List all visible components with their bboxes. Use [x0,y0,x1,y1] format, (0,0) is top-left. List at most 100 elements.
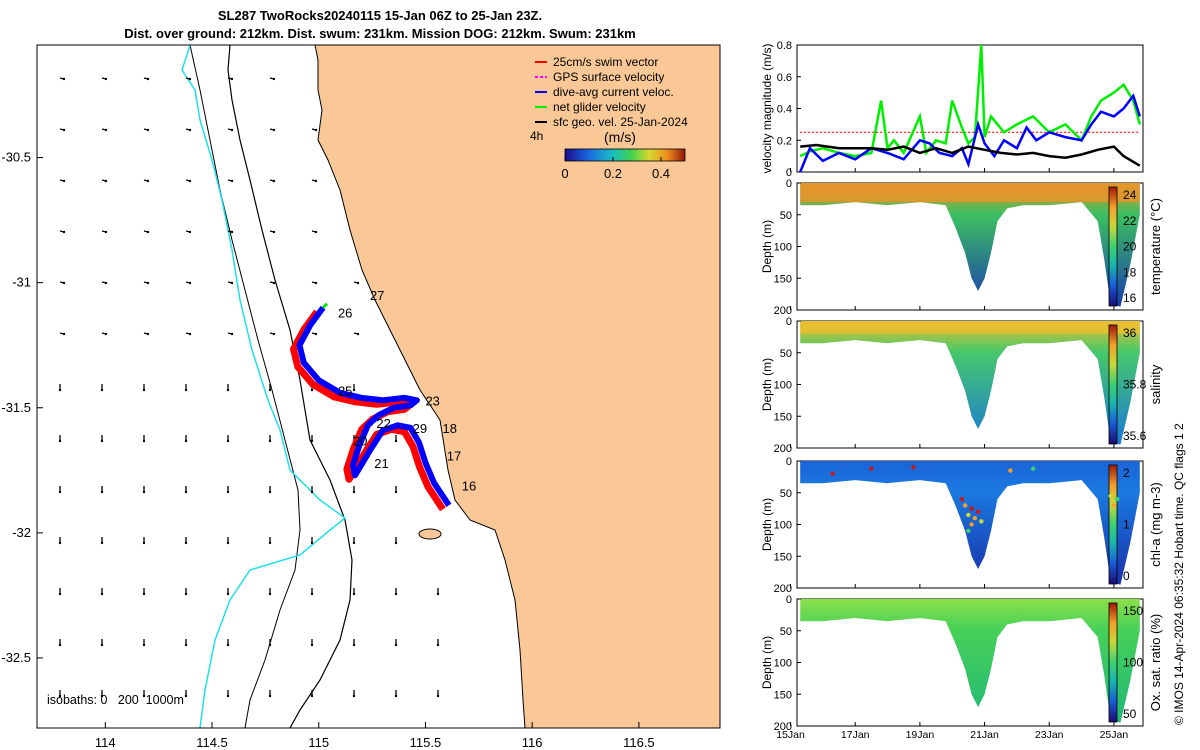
geo-arrow-head [230,128,234,132]
day-labels: 27 26 25 23 22 29 18 20 17 21 16 [338,288,476,493]
geo-arrow-head [268,439,272,443]
geo-arrow-head [356,281,360,285]
velocity-y-tick-label: 0.4 [777,104,792,116]
geo-arrow-head [146,230,150,234]
geo-arrow-head [146,332,150,336]
geo-arrow-head [268,388,272,392]
day-label: 23 [425,393,439,408]
chla-sample-dot [1108,493,1113,499]
section-y-tick-label: 200 [774,583,792,595]
geo-arrow-head [100,490,104,494]
geo-arrow-head [314,128,318,132]
day-label: 18 [443,421,457,436]
chla-sample-dot [830,471,835,476]
map-x-tick-label: 114.5 [196,735,228,750]
chla-sample-dot [966,512,971,518]
geo-arrow-head [62,332,66,336]
map-x-ticks: 114 114.5 115 115.5 116 116.5 [95,722,655,750]
day-label: 17 [447,448,461,463]
velocity-axes [796,44,1144,173]
geo-arrow-head [272,77,276,81]
legend-label-gps: GPS surface velocity [553,70,664,84]
geo-arrow-head [104,128,108,132]
geo-arrow-head [188,281,192,285]
legend-label-geo: sfc geo. vel. 25-Jan-2024 [553,115,688,129]
velocity-y-label: velocity magnitude (m/s) [760,43,774,173]
section-y-tick-label: 50 [780,210,792,222]
legend-label-net: net glider velocity [553,100,646,114]
geo-arrow-head [268,490,272,494]
section-colorbar [1108,464,1118,585]
day-label: 29 [413,421,427,436]
map-y-tick-label: -31.5 [1,400,31,415]
map-x-tick-label: 115.5 [410,735,442,750]
geo-arrow-head [104,332,108,336]
geo-arrow-head [268,592,272,596]
day-label: 27 [370,288,384,303]
geo-arrow-head [188,332,192,336]
geo-arrow-head [62,128,66,132]
geo-arrow-head [184,541,188,545]
section-x-tick-label: 21Jan [970,729,999,741]
map-x-tick-label: 116.5 [623,735,655,750]
geo-arrow-head [100,694,104,698]
section-data-field [800,461,1140,585]
colorbar-tick-label: 0.2 [604,166,622,181]
velocity-series-black_geo [800,143,1141,167]
section-colorbar-label: salinity [1148,364,1163,404]
chla-sample-dot [1008,468,1013,473]
geo-arrow-head [310,388,314,392]
section-y-tick-label: 0 [786,456,792,468]
section-data-field [800,321,1140,445]
section-y-label: Depth (m) [760,358,774,411]
geo-arrow-head [230,281,234,285]
section-y-tick-label: 50 [780,626,792,638]
geo-arrow-head [394,541,398,545]
map-colorbar [564,148,686,162]
section-y-tick-label: 100 [774,242,792,254]
section-panel-chla: 0 50 100 150 200 Depth (m) 2 1 0 chl-a (mg m-3) [760,456,1163,595]
geo-arrow-head [230,179,234,183]
geo-arrow-head [100,643,104,647]
geo-arrow-head [146,179,150,183]
chla-sample-dot [959,496,965,502]
geo-arrow-head [314,281,318,285]
section-colorbar-tick: 22 [1123,214,1137,228]
map-y-tick-label: -32 [12,525,31,540]
geo-arrow-head [310,592,314,596]
geo-arrow-head [58,643,62,647]
geo-arrow-head [310,490,314,494]
chla-sample-dot [979,519,984,524]
velocity-y-tick-label: 0 [786,167,792,179]
legend-item-geo: sfc geo. vel. 25-Jan-2024 [535,115,688,129]
geo-arrow-head [310,541,314,545]
chla-sample-dot [962,503,968,508]
geo-arrow-head [62,281,66,285]
geo-arrow-head [62,230,66,234]
land-area [314,45,720,728]
geo-arrow-head [184,592,188,596]
section-colorbar [1108,602,1118,723]
map-y-tick-label: -30.5 [1,150,31,165]
section-y-tick-label: 0 [786,178,792,190]
geo-arrow-head [394,694,398,698]
geo-arrow-head [100,541,104,545]
geo-arrow-head [226,541,230,545]
section-y-tick-label: 200 [774,443,792,455]
geo-arrow-head [272,179,276,183]
section-x-tick-label: 19Jan [906,729,935,741]
geo-arrow-head [142,694,146,698]
geo-arrow-head [62,77,66,81]
section-y-tick-label: 50 [780,348,792,360]
geo-arrow-head [272,128,276,132]
section-y-tick-label: 100 [774,520,792,532]
geo-arrow-head [272,281,276,285]
geo-arrow-head [58,439,62,443]
geo-arrow-head [352,643,356,647]
geo-arrow-head [268,643,272,647]
section-y-tick-label: 200 [774,305,792,317]
geo-arrow-head [436,694,440,698]
geo-arrow-head [226,694,230,698]
